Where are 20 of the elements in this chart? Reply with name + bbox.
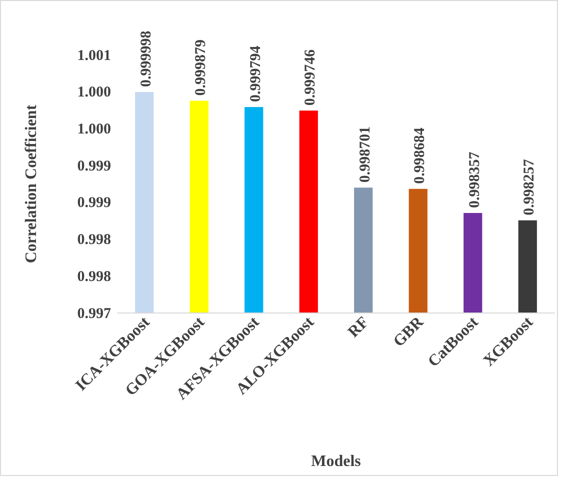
y-tick-label: 1.000 (77, 122, 111, 138)
y-axis-title: Correlation Coefficient (23, 104, 40, 264)
y-tick-label: 0.999 (77, 195, 111, 212)
y-tick-label: 0.998 (77, 232, 111, 248)
y-tick-label: 0.997 (77, 306, 112, 322)
data-label: 0.998684 (412, 127, 428, 184)
data-label: 0.998701 (357, 126, 374, 183)
y-tick-label: 1.000 (77, 84, 111, 101)
data-label: 0.999998 (138, 30, 154, 88)
y-tick-label: 0.998 (77, 268, 111, 285)
x-tick-label: RF (345, 314, 372, 341)
x-tick-label: GBR (390, 313, 428, 350)
data-label: 0.999794 (248, 45, 264, 102)
data-label: 0.998257 (522, 158, 538, 216)
data-label: 0.999746 (302, 48, 319, 106)
y-tick-label: 1.001 (77, 48, 111, 64)
y-tick-label: 0.999 (77, 158, 111, 174)
data-label: 0.998357 (466, 151, 483, 208)
data-label: 0.999879 (193, 40, 210, 96)
x-axis-title: Models (311, 453, 361, 470)
